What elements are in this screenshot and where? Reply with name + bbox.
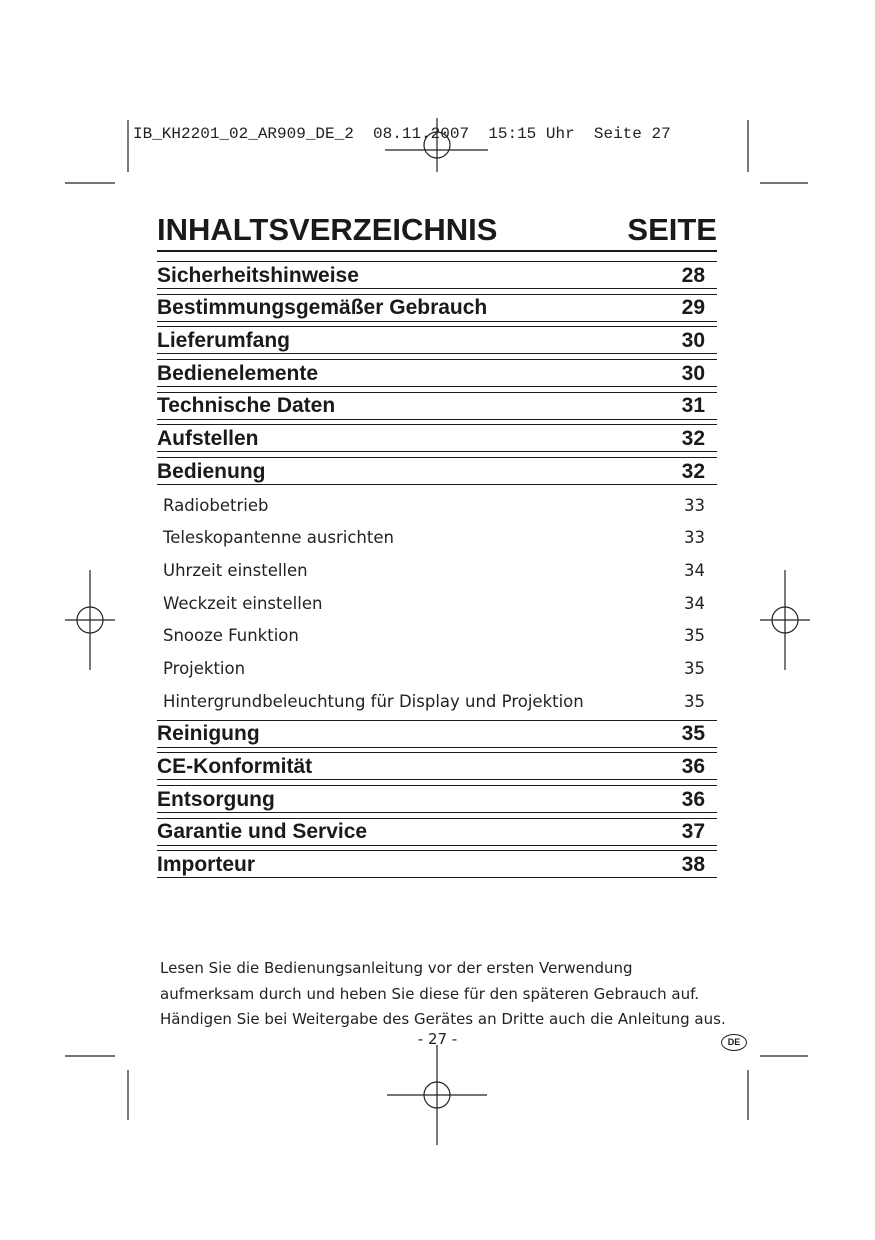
toc-entry-label: Importeur — [157, 852, 256, 876]
toc-entry-label: Reinigung — [157, 722, 260, 746]
language-badge: DE — [721, 1034, 747, 1051]
toc-entry[interactable]: Bedienelemente 30 — [157, 359, 717, 388]
toc-entry-page: 35 — [684, 659, 705, 679]
toc-entry-label: Lieferumfang — [157, 328, 291, 352]
page-column-header: SEITE — [627, 212, 717, 247]
toc-entry-page: 32 — [681, 426, 705, 450]
print-slug: IB_KH2201_02_AR909_DE_2 08.11.2007 15:15… — [133, 125, 671, 143]
toc-entry-label: CE-Konformität — [157, 754, 313, 778]
toc-entry-label: Teleskopantenne ausrichten — [163, 528, 394, 548]
toc-entry-page: 36 — [681, 787, 705, 811]
toc-entry-page: 38 — [681, 852, 705, 876]
page-title: INHALTSVERZEICHNIS — [157, 212, 498, 247]
toc-entry-page: 28 — [681, 263, 705, 287]
toc-entry-page: 34 — [684, 593, 705, 613]
toc-entry[interactable]: Importeur 38 — [157, 850, 717, 879]
toc-entry-label: Uhrzeit einstellen — [163, 561, 308, 581]
toc-entry[interactable]: Bedienung 32 — [157, 457, 717, 486]
toc-entry[interactable]: Teleskopantenne ausrichten 33 — [157, 522, 717, 555]
toc-entry[interactable]: Hintergrundbeleuchtung für Display und P… — [157, 685, 717, 718]
toc-entry-label: Bedienelemente — [157, 361, 319, 385]
toc-entry-page: 30 — [681, 361, 705, 385]
toc-entry-label: Garantie und Service — [157, 820, 368, 844]
toc-entry-label: Weckzeit einstellen — [163, 593, 323, 613]
toc-entry-label: Sicherheitshinweise — [157, 263, 359, 287]
page-number: - 27 - — [417, 1030, 458, 1048]
toc-entry-page: 33 — [684, 495, 705, 515]
toc-entry-page: 37 — [681, 820, 705, 844]
toc-entry-label: Hintergrundbeleuchtung für Display und P… — [163, 691, 584, 711]
toc-entry-label: Bestimmungsgemäßer Gebrauch — [157, 296, 488, 320]
reading-note: Lesen Sie die Bedienungsanleitung vor de… — [160, 959, 726, 1028]
toc-entry[interactable]: Radiobetrieb 33 — [157, 489, 717, 522]
toc-entry-page: 30 — [681, 328, 705, 352]
toc-entry-page: 33 — [684, 528, 705, 548]
toc-entry[interactable]: Weckzeit einstellen 34 — [157, 587, 717, 620]
toc-entry-label: Projektion — [163, 659, 246, 679]
toc-entry-page: 32 — [681, 459, 705, 483]
toc-entry[interactable]: Projektion 35 — [157, 652, 717, 685]
toc-entry-label: Radiobetrieb — [163, 495, 269, 515]
toc-entry[interactable]: Sicherheitshinweise 28 — [157, 261, 717, 289]
toc-entry-page: 29 — [681, 296, 705, 320]
toc-entry-label: Aufstellen — [157, 426, 259, 450]
toc-entry[interactable]: Entsorgung 36 — [157, 785, 717, 813]
toc-entry-page: 35 — [681, 722, 705, 746]
toc-entry[interactable]: CE-Konformität 36 — [157, 752, 717, 781]
toc-entry[interactable]: Reinigung 35 — [157, 719, 717, 748]
toc-entry[interactable]: Lieferumfang 30 — [157, 326, 717, 355]
toc-header: INHALTSVERZEICHNIS SEITE — [157, 210, 717, 252]
toc-entry[interactable]: Garantie und Service 37 — [157, 817, 717, 846]
toc-entry-page: 35 — [684, 626, 705, 646]
toc-entry-label: Technische Daten — [157, 394, 336, 418]
toc-entry[interactable]: Aufstellen 32 — [157, 424, 717, 453]
toc-entry-page: 36 — [681, 754, 705, 778]
toc-entry-label: Bedienung — [157, 459, 266, 483]
toc-entry-label: Snooze Funktion — [163, 626, 299, 646]
toc-entry-page: 35 — [684, 691, 705, 711]
toc-entry[interactable]: Technische Daten 31 — [157, 391, 717, 420]
toc-entry[interactable]: Bestimmungsgemäßer Gebrauch 29 — [157, 293, 717, 322]
toc-entry-label: Entsorgung — [157, 787, 275, 811]
toc-entry-page: 34 — [684, 561, 705, 581]
toc-entry[interactable]: Uhrzeit einstellen 34 — [157, 554, 717, 587]
toc-entry-page: 31 — [681, 394, 705, 418]
toc-entry[interactable]: Snooze Funktion 35 — [157, 620, 717, 653]
table-of-contents: Sicherheitshinweise 28 Bestimmungsgemäßer … — [157, 261, 717, 879]
